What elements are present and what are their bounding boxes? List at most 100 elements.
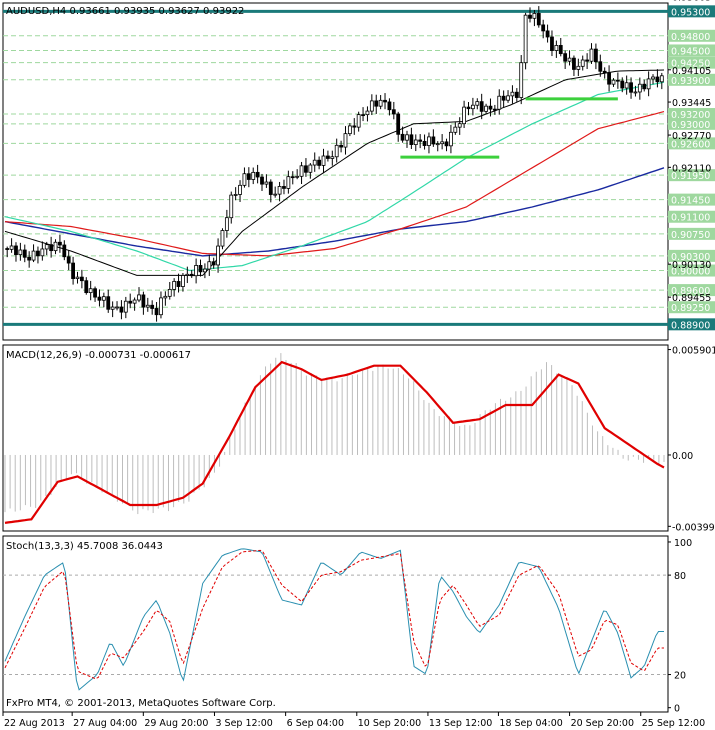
price-bar-body bbox=[589, 48, 594, 62]
price-bar-body bbox=[427, 136, 431, 146]
level-tag-bg bbox=[668, 108, 715, 121]
price-bar-body bbox=[611, 79, 616, 85]
level-tag-label: 0.94250 bbox=[671, 59, 710, 70]
price-bar-body bbox=[9, 245, 14, 250]
price-bar-body bbox=[470, 104, 475, 110]
price-bar-body bbox=[5, 248, 10, 250]
time-tick-label: 18 Sep 04:00 bbox=[499, 718, 562, 729]
macd-histogram bbox=[4, 353, 665, 515]
price-bar-body bbox=[541, 24, 546, 32]
price-bar-body bbox=[409, 134, 414, 145]
level-tag-bg bbox=[668, 169, 715, 182]
price-bar-body bbox=[624, 82, 629, 89]
price-pane[interactable]: 0.94800 0.94500 0.94250 0.93900 0.932000.930… bbox=[2, 0, 715, 341]
stoch-lines bbox=[4, 548, 664, 691]
price-bar-body bbox=[295, 175, 300, 178]
level-tag-label: 0.90000 bbox=[671, 267, 710, 278]
macd-pane-title: MACD(12,26,9) -0.000731 -0.000617 bbox=[6, 350, 191, 361]
price-bar-body bbox=[497, 95, 502, 110]
stoch-scale: 100 80 20 0 bbox=[668, 538, 692, 715]
level-tag-bg bbox=[668, 210, 715, 223]
price-bar-body bbox=[422, 140, 427, 146]
price-bar-body bbox=[572, 57, 576, 70]
stoch-pane[interactable]: 100 80 20 0 Stoch(13,3,3) 45.7008 36.0443 F… bbox=[2, 535, 692, 715]
price-bar-body bbox=[106, 296, 111, 310]
price-bar-body bbox=[229, 194, 234, 219]
price-levels bbox=[3, 9, 668, 326]
price-bar-body bbox=[163, 295, 168, 299]
price-bar-body bbox=[585, 59, 590, 62]
price-bar-body bbox=[75, 276, 80, 279]
price-bar-body bbox=[418, 139, 423, 142]
price-bar-body bbox=[334, 144, 339, 158]
price-bar-body bbox=[479, 101, 484, 112]
price-bar-body bbox=[352, 125, 357, 128]
price-bar-body bbox=[339, 144, 343, 148]
copyright-text: FxPro MT4, © 2001-2013, MetaQuotes Softw… bbox=[6, 698, 276, 709]
macd-signal-path bbox=[4, 360, 665, 524]
level-tag-bg bbox=[668, 137, 715, 150]
price-bar-body bbox=[277, 186, 282, 195]
price-bar-body bbox=[365, 110, 370, 116]
price-tick-label: 0.90130 bbox=[672, 260, 711, 271]
level-tag-bg bbox=[668, 44, 715, 57]
price-bar-body bbox=[558, 45, 563, 55]
price-bar-body bbox=[137, 294, 141, 301]
level-tag-label: 0.90750 bbox=[671, 230, 710, 241]
price-bar-body bbox=[273, 193, 278, 196]
price-bar-body bbox=[264, 181, 269, 185]
price-bar-body bbox=[286, 176, 291, 189]
price-bar-body bbox=[567, 57, 572, 62]
price-bar-body bbox=[475, 101, 480, 106]
level-tag-bg bbox=[668, 264, 715, 277]
level-tag-bg bbox=[668, 227, 715, 240]
price-bar-body bbox=[88, 288, 93, 294]
key-level-tag-bg bbox=[668, 5, 715, 18]
price-bar-body bbox=[115, 306, 119, 309]
price-bar-body bbox=[62, 244, 67, 258]
ma-navy-line bbox=[4, 167, 665, 257]
price-bar-body bbox=[391, 109, 396, 115]
price-bar-body bbox=[154, 308, 159, 316]
price-bar-body bbox=[53, 241, 58, 252]
price-bar-body bbox=[255, 171, 260, 178]
time-tick-label: 25 Sep 12:00 bbox=[642, 718, 705, 729]
price-bar-body bbox=[642, 83, 647, 90]
price-bar-body bbox=[501, 95, 506, 101]
price-bar-body bbox=[431, 136, 436, 145]
price-bar-body bbox=[220, 230, 225, 247]
price-bar-body bbox=[233, 194, 238, 196]
price-bar-body bbox=[510, 91, 515, 97]
price-bar-body bbox=[444, 141, 449, 147]
macd-tick-label: 0.005901 bbox=[672, 346, 715, 357]
price-pane-title: AUDUSD,H4 0.93661 0.93935 0.93627 0.9392… bbox=[6, 6, 244, 17]
price-bar-body bbox=[145, 304, 150, 308]
price-bar-body bbox=[49, 244, 54, 252]
macd-pane[interactable]: 0.005901 0.00 -0.003994 MACD(12,26,9) -0.0… bbox=[2, 344, 715, 533]
price-bar-body bbox=[119, 306, 124, 313]
price-bar-body bbox=[79, 276, 84, 282]
price-bar-body bbox=[224, 217, 229, 231]
price-bar-body bbox=[246, 173, 251, 180]
price-bar-body bbox=[150, 304, 155, 309]
price-bar-body bbox=[554, 45, 559, 51]
price-bar-body bbox=[101, 296, 106, 301]
price-bar-body bbox=[374, 100, 379, 107]
price-bars bbox=[5, 6, 664, 322]
price-bar-body bbox=[449, 131, 453, 147]
price-bar-body bbox=[378, 99, 383, 107]
price-bar-body bbox=[646, 78, 651, 90]
price-bar-body bbox=[18, 249, 23, 256]
ma-black-line bbox=[4, 69, 665, 276]
price-bar-body bbox=[637, 83, 642, 93]
stoch-pane-title: Stoch(13,3,3) 45.7008 36.0443 bbox=[6, 541, 163, 552]
price-bar-body bbox=[488, 105, 493, 110]
price-bar-body bbox=[594, 48, 598, 63]
price-bar-body bbox=[242, 173, 247, 186]
time-tick-label: 10 Sep 20:00 bbox=[358, 718, 421, 729]
level-tag-bg bbox=[668, 301, 715, 314]
price-bar-body bbox=[202, 268, 207, 273]
price-tick-label: 0.92110 bbox=[672, 163, 711, 174]
